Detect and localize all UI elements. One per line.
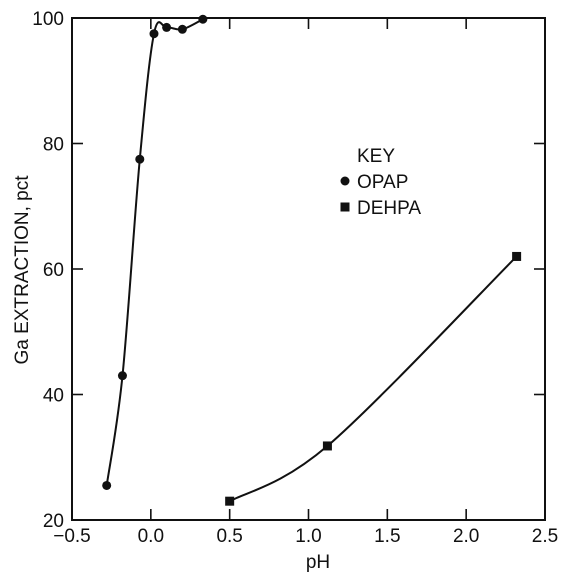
data-point-opap xyxy=(117,371,127,381)
x-tick-label: 0.0 xyxy=(138,526,164,547)
legend-label-dehpa: DEHPA xyxy=(357,198,421,219)
y-tick-label: 20 xyxy=(43,511,64,532)
y-tick-label: 60 xyxy=(43,260,64,281)
data-point-dehpa xyxy=(322,441,332,451)
y-tick-label: 80 xyxy=(43,135,64,156)
data-point-dehpa xyxy=(225,496,235,506)
data-point-opap xyxy=(135,154,145,164)
plot-frame xyxy=(71,17,546,521)
x-tick-label: 1.5 xyxy=(374,526,400,547)
data-point-dehpa xyxy=(512,251,522,261)
x-tick-label: −0.5 xyxy=(53,526,91,547)
x-tick-label: 2.0 xyxy=(453,526,479,547)
data-point-opap xyxy=(177,24,187,34)
data-point-opap xyxy=(162,22,172,32)
x-tick-label: 1.0 xyxy=(295,526,321,547)
plot-area: −0.5 0.0 0.5 1.0 1.5 2.0 2.5 20 40 60 80 100 xyxy=(32,9,558,547)
series-line-opap xyxy=(105,18,204,486)
legend-marker-dehpa xyxy=(340,202,350,212)
y-axis-label: Ga EXTRACTION, pct xyxy=(12,175,33,365)
legend-title: KEY xyxy=(357,146,395,167)
x-tick-label: 2.5 xyxy=(532,526,558,547)
data-point-opap xyxy=(102,480,112,490)
legend: KEY OPAP DEHPA xyxy=(340,146,421,219)
y-tick-label: 40 xyxy=(43,386,64,407)
series-line-dehpa xyxy=(229,255,518,503)
data-point-opap xyxy=(149,29,159,39)
y-tick-label: 100 xyxy=(32,9,64,30)
x-axis-label: pH xyxy=(306,552,330,573)
legend-marker-opap xyxy=(340,176,350,186)
x-tick-label: 0.5 xyxy=(216,526,242,547)
data-point-opap xyxy=(198,14,208,24)
legend-label-opap: OPAP xyxy=(357,172,408,193)
